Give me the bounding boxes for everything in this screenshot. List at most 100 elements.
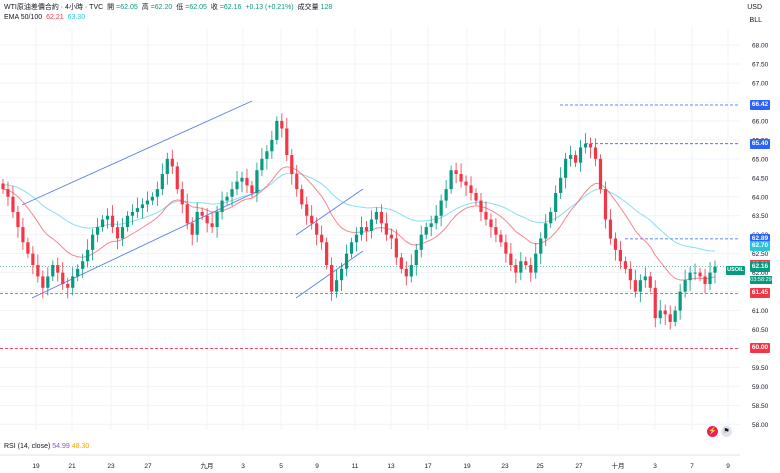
candle-body <box>708 272 712 284</box>
x-tick-label: 13 <box>387 463 395 470</box>
candle-body <box>524 261 528 266</box>
volume-value: 128 <box>320 4 333 11</box>
candle-body <box>344 253 349 269</box>
candle-body <box>354 234 359 243</box>
candle-body <box>36 265 40 277</box>
y-tick-label: 67.50 <box>752 62 769 69</box>
x-tick-label: 11 <box>352 463 359 470</box>
candle-body <box>285 128 289 156</box>
ema-label: EMA 50/100 <box>4 14 43 21</box>
lightning-icon[interactable]: ⚡ <box>707 426 718 437</box>
high-label: 高 <box>141 4 149 11</box>
close-value: =62.16 <box>219 4 242 11</box>
candle-body <box>484 211 488 220</box>
candle-body <box>175 166 179 190</box>
candle-body <box>170 158 174 167</box>
price-tag: 65.40 <box>750 138 770 149</box>
candle-body <box>469 185 473 193</box>
candle-body <box>678 291 682 311</box>
candle-body <box>424 227 428 235</box>
candle-body <box>115 227 120 239</box>
candle-body <box>454 170 458 175</box>
candle-body <box>190 223 194 235</box>
candle-body <box>429 223 433 228</box>
candle-body <box>270 139 274 152</box>
candle-body <box>474 192 478 201</box>
candle-body <box>444 189 448 201</box>
candle-body <box>673 310 677 322</box>
x-tick-label: 27 <box>575 463 583 470</box>
volume-label: 成交量 <box>297 4 319 11</box>
ema100-line <box>2 172 716 252</box>
candle-body <box>339 268 344 281</box>
candle-body <box>399 257 403 269</box>
candle-body <box>588 143 593 148</box>
candle-body <box>71 276 75 288</box>
y-tick-label: 62.50 <box>752 251 769 258</box>
candle-body <box>21 227 25 243</box>
candle-body <box>349 242 354 254</box>
y-tick-label: 61.00 <box>752 308 769 315</box>
candle-body <box>379 211 384 224</box>
ema-lines <box>2 166 716 281</box>
candle-body <box>195 211 199 235</box>
candle-body <box>160 174 164 190</box>
price-tag: 62.16 <box>750 261 770 272</box>
candle-body <box>613 238 618 250</box>
candle-body <box>41 276 45 288</box>
candle-body <box>280 120 284 129</box>
price-tag: 62.70 <box>750 241 770 252</box>
trend-channels <box>21 100 364 299</box>
y-tick-label: 66.00 <box>752 118 769 125</box>
rsi-legend: RSI (14, close) 54.99 48.30 <box>4 443 89 450</box>
high-value: =62.20 <box>150 4 173 11</box>
candle-body <box>334 280 339 292</box>
price-tag: 60.00 <box>750 343 770 354</box>
y-tick-label: 58.00 <box>752 422 769 429</box>
candle-body <box>245 177 249 186</box>
candle-body <box>250 185 254 193</box>
candle-body <box>155 189 159 197</box>
y-tick-label: 60.50 <box>752 327 769 334</box>
candle-body <box>544 223 548 239</box>
candle-body <box>205 215 209 224</box>
candle-body <box>100 219 105 228</box>
y-tick-label: 67.00 <box>752 80 769 87</box>
y-tick-label: 65.00 <box>752 156 769 163</box>
candle-body <box>554 192 558 212</box>
candle-body <box>96 227 100 235</box>
candle-body <box>295 174 299 190</box>
y-tick-label: 58.50 <box>752 403 769 410</box>
candle-body <box>658 310 662 319</box>
candle-body <box>110 215 115 228</box>
rsi-label: RSI (14, close) <box>4 443 51 450</box>
price-tag: 61.45 <box>750 288 770 299</box>
candle-body <box>180 189 184 205</box>
x-tick-label: 9 <box>315 463 319 470</box>
candle-body <box>325 242 329 266</box>
y-tick-label: 62.00 <box>752 270 769 277</box>
currency-bll: BLL <box>749 17 762 24</box>
flag-icon[interactable]: ⚑ <box>721 426 732 437</box>
rsi-value: 54.99 <box>52 443 70 450</box>
low-label: 低 <box>176 4 184 11</box>
x-tick-label: 27 <box>144 463 152 470</box>
candle-body <box>618 249 622 262</box>
x-tick-label: 25 <box>536 463 544 470</box>
currency-usd: USD <box>747 4 762 11</box>
ema-legend: EMA 50/100 62.21 63.30 <box>4 13 87 22</box>
candle-body <box>648 276 652 288</box>
channel-line <box>295 188 364 236</box>
candle-body <box>534 253 538 273</box>
candle-body <box>290 155 294 175</box>
candle-body <box>564 158 568 178</box>
candle-body <box>374 211 379 220</box>
candle-body <box>693 272 697 274</box>
candle-body <box>668 314 672 322</box>
candle-body <box>598 158 603 190</box>
candle-body <box>384 223 388 235</box>
candle-body <box>359 227 364 235</box>
countdown-timer: 03:58:29 <box>750 276 772 284</box>
rsi-ma-value: 48.30 <box>71 443 90 450</box>
